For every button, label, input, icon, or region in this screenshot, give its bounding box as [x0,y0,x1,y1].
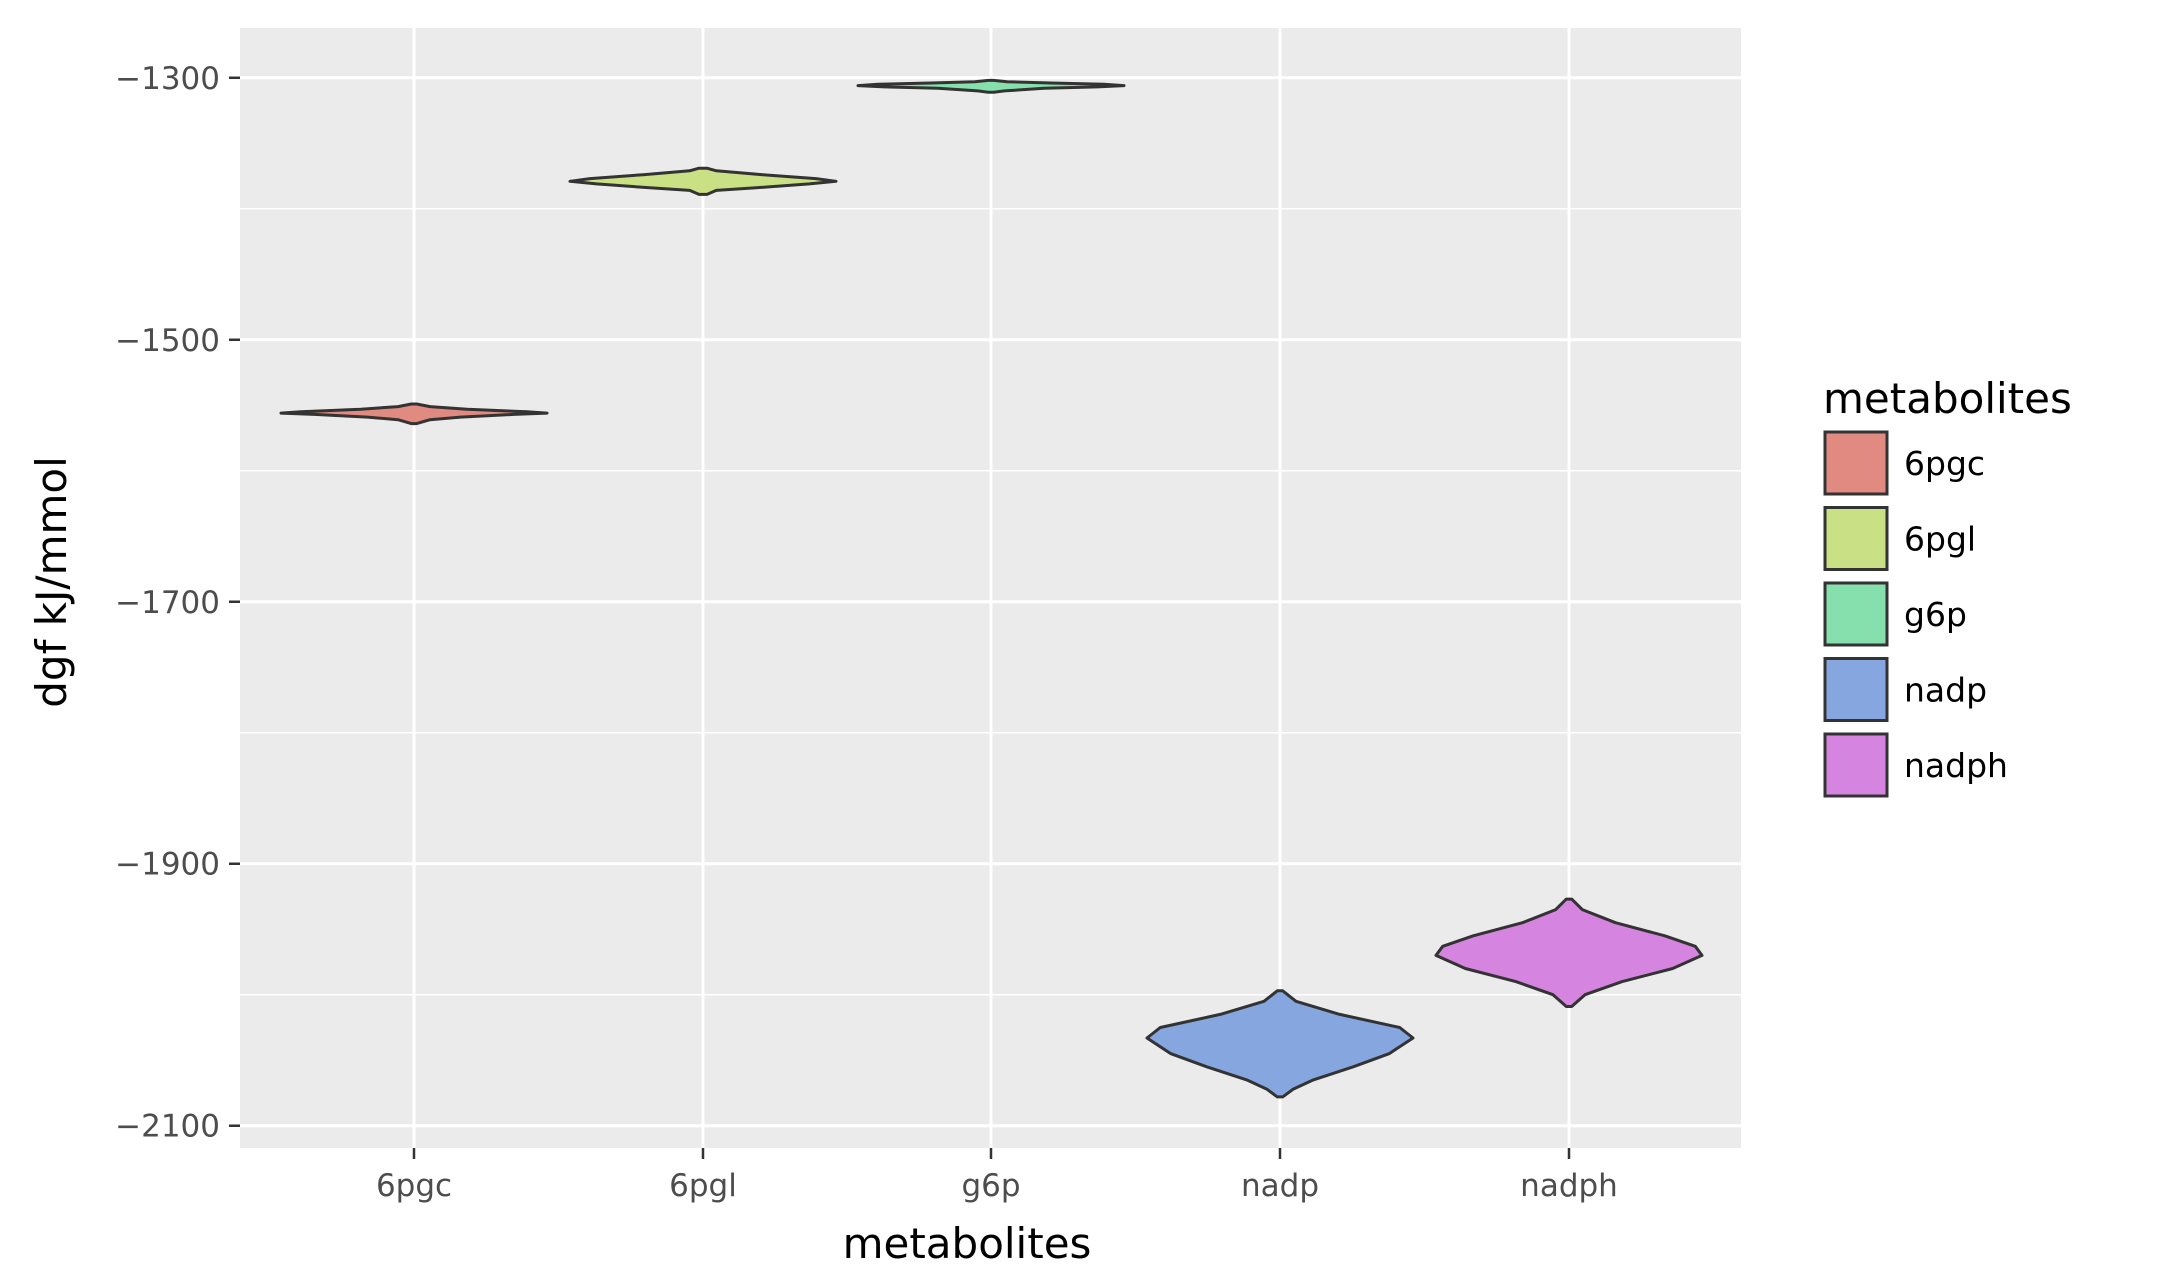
violins [279,78,1704,1099]
y-axis: −1300 −1500 −1700 −1900 −2100 [115,61,240,1145]
y-tick-label: −1300 [115,61,220,97]
x-tick-label: 6pgl [669,1168,737,1204]
legend-label: g6p [1904,595,1967,634]
x-axis-title: metabolites [843,1219,1092,1268]
x-tick-label: g6p [961,1168,1020,1204]
major-gridlines [240,28,1741,1148]
violin-nadp [1145,989,1415,1099]
legend-label: nadp [1904,671,1987,710]
legend-key-nadp [1823,657,1889,722]
legend-label: 6pgl [1904,520,1976,559]
legend-label: 6pgc [1904,444,1985,483]
legend-key-6pgc [1823,430,1889,496]
legend-key-nadph [1823,732,1889,798]
x-tick-label: nadph [1520,1168,1618,1204]
y-tick-label: −1500 [115,323,220,359]
violin-g6p [856,78,1126,94]
y-axis-title: dgf kJ/mmol [27,456,76,708]
legend-title: metabolites [1823,374,2072,423]
x-tick-label: 6pgc [376,1168,452,1204]
violin-6pgl [568,166,838,196]
x-tick-label: nadp [1241,1168,1319,1204]
legend: metabolites 6pgc 6pgl g6p nadp nadph [1823,374,2072,798]
violin-6pgc [279,402,549,426]
violin-nadph [1434,897,1704,1008]
legend-key-g6p [1823,581,1889,647]
legend-label: nadph [1904,746,2008,785]
y-tick-label: −1900 [115,847,220,883]
y-tick-label: −1700 [115,585,220,621]
legend-key-6pgl [1823,506,1889,571]
x-axis: 6pgc 6pgl g6p nadp nadph [376,1148,1618,1204]
y-tick-label: −2100 [115,1109,220,1145]
